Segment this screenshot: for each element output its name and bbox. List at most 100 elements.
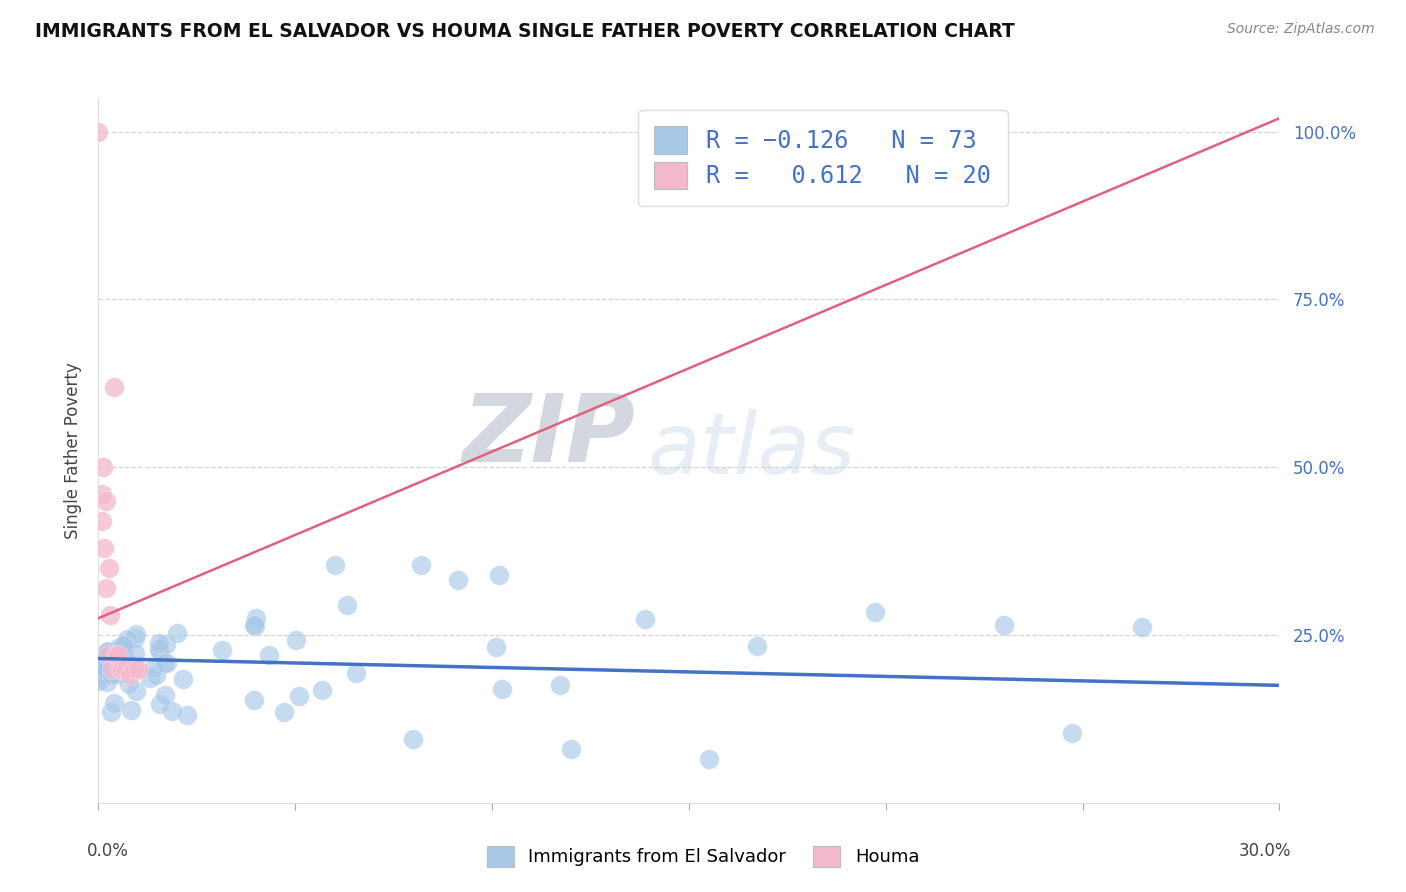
Point bbox=[105, 649, 128, 664]
Point bbox=[98, 561, 121, 575]
Point bbox=[411, 558, 433, 572]
Point bbox=[560, 742, 582, 756]
Point bbox=[176, 707, 198, 722]
Point bbox=[145, 668, 167, 682]
Point bbox=[127, 662, 149, 676]
Point bbox=[94, 666, 117, 681]
Legend: R = −0.126   N = 73, R =   0.612   N = 20: R = −0.126 N = 73, R = 0.612 N = 20 bbox=[638, 110, 1008, 206]
Point bbox=[89, 673, 111, 688]
Point bbox=[284, 633, 307, 648]
Point bbox=[288, 690, 311, 704]
Point bbox=[93, 660, 115, 674]
Point bbox=[697, 752, 720, 766]
Point bbox=[211, 643, 233, 657]
Point bbox=[105, 648, 128, 662]
Point bbox=[242, 693, 264, 707]
Point bbox=[273, 705, 295, 719]
Text: IMMIGRANTS FROM EL SALVADOR VS HOUMA SINGLE FATHER POVERTY CORRELATION CHART: IMMIGRANTS FROM EL SALVADOR VS HOUMA SIN… bbox=[35, 22, 1015, 41]
Point bbox=[1130, 620, 1153, 634]
Point bbox=[114, 639, 136, 653]
Point bbox=[100, 705, 122, 719]
Point bbox=[115, 632, 138, 647]
Point bbox=[1060, 726, 1083, 740]
Point bbox=[98, 607, 121, 622]
Point bbox=[124, 631, 146, 645]
Point bbox=[97, 648, 120, 662]
Point bbox=[863, 605, 886, 619]
Point bbox=[257, 648, 280, 662]
Point bbox=[160, 704, 183, 718]
Point bbox=[105, 667, 128, 681]
Point bbox=[747, 639, 769, 653]
Text: atlas: atlas bbox=[648, 409, 856, 492]
Point bbox=[148, 636, 170, 650]
Point bbox=[96, 675, 118, 690]
Point bbox=[143, 661, 166, 675]
Point bbox=[118, 668, 141, 682]
Point bbox=[112, 638, 135, 652]
Text: Source: ZipAtlas.com: Source: ZipAtlas.com bbox=[1227, 22, 1375, 37]
Point bbox=[172, 672, 194, 686]
Point bbox=[156, 657, 179, 671]
Point bbox=[166, 626, 188, 640]
Point bbox=[91, 487, 114, 501]
Point bbox=[91, 460, 114, 475]
Point bbox=[336, 598, 359, 612]
Point bbox=[90, 514, 112, 528]
Point bbox=[93, 667, 115, 681]
Point bbox=[111, 662, 134, 676]
Text: 0.0%: 0.0% bbox=[87, 841, 128, 860]
Point bbox=[125, 684, 148, 698]
Point bbox=[120, 702, 142, 716]
Point bbox=[97, 647, 120, 661]
Legend: Immigrants from El Salvador, Houma: Immigrants from El Salvador, Houma bbox=[479, 838, 927, 874]
Point bbox=[87, 125, 110, 139]
Point bbox=[90, 662, 112, 676]
Point bbox=[89, 660, 111, 674]
Point bbox=[114, 651, 136, 665]
Point bbox=[107, 640, 129, 655]
Point bbox=[488, 568, 510, 582]
Point bbox=[243, 617, 266, 632]
Point bbox=[311, 683, 333, 698]
Point bbox=[97, 644, 120, 658]
Point bbox=[139, 671, 162, 685]
Point bbox=[346, 666, 368, 681]
Point bbox=[103, 696, 125, 710]
Point bbox=[96, 645, 118, 659]
Point bbox=[93, 541, 115, 555]
Point bbox=[111, 639, 134, 653]
Point bbox=[125, 626, 148, 640]
Point bbox=[108, 662, 131, 676]
Point bbox=[153, 689, 176, 703]
Y-axis label: Single Father Poverty: Single Father Poverty bbox=[65, 362, 83, 539]
Point bbox=[550, 678, 572, 692]
Point bbox=[402, 732, 425, 747]
Point bbox=[155, 637, 177, 651]
Text: 30.0%: 30.0% bbox=[1239, 841, 1291, 860]
Point bbox=[245, 611, 267, 625]
Point bbox=[149, 698, 172, 712]
Point bbox=[93, 659, 115, 673]
Point bbox=[124, 646, 146, 660]
Point bbox=[243, 619, 266, 633]
Text: ZIP: ZIP bbox=[463, 391, 636, 483]
Point bbox=[98, 665, 121, 680]
Point bbox=[94, 581, 117, 595]
Point bbox=[634, 612, 657, 626]
Point bbox=[118, 677, 141, 691]
Point bbox=[101, 662, 124, 676]
Point bbox=[110, 663, 132, 677]
Point bbox=[485, 640, 508, 655]
Point bbox=[96, 493, 118, 508]
Point bbox=[103, 380, 125, 394]
Point bbox=[491, 682, 513, 697]
Point bbox=[115, 662, 138, 676]
Point bbox=[149, 645, 172, 659]
Point bbox=[107, 648, 129, 662]
Point bbox=[122, 662, 145, 676]
Point bbox=[153, 656, 176, 670]
Point bbox=[993, 618, 1015, 632]
Point bbox=[101, 668, 124, 682]
Point bbox=[323, 558, 346, 572]
